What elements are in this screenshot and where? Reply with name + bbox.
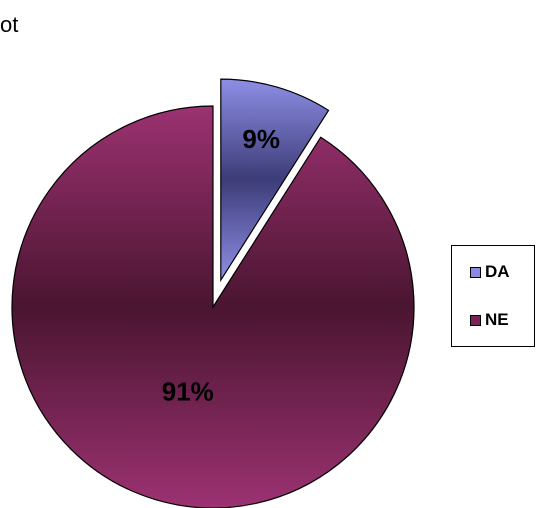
slice-label-da: 9% [242,124,280,154]
legend-item-da: DA [470,262,510,282]
cropped-title-text: ot [0,12,19,37]
pie-slice-ne [11,105,415,508]
legend-label-ne: NE [485,310,509,329]
chart-legend: DA NE [451,245,535,347]
slice-label-ne: 91% [162,377,214,407]
legend-item-ne: NE [470,310,509,330]
legend-label-da: DA [485,262,510,281]
legend-swatch-ne [470,314,481,326]
legend-swatch-da [470,266,481,278]
pie-slice-da [220,78,330,283]
